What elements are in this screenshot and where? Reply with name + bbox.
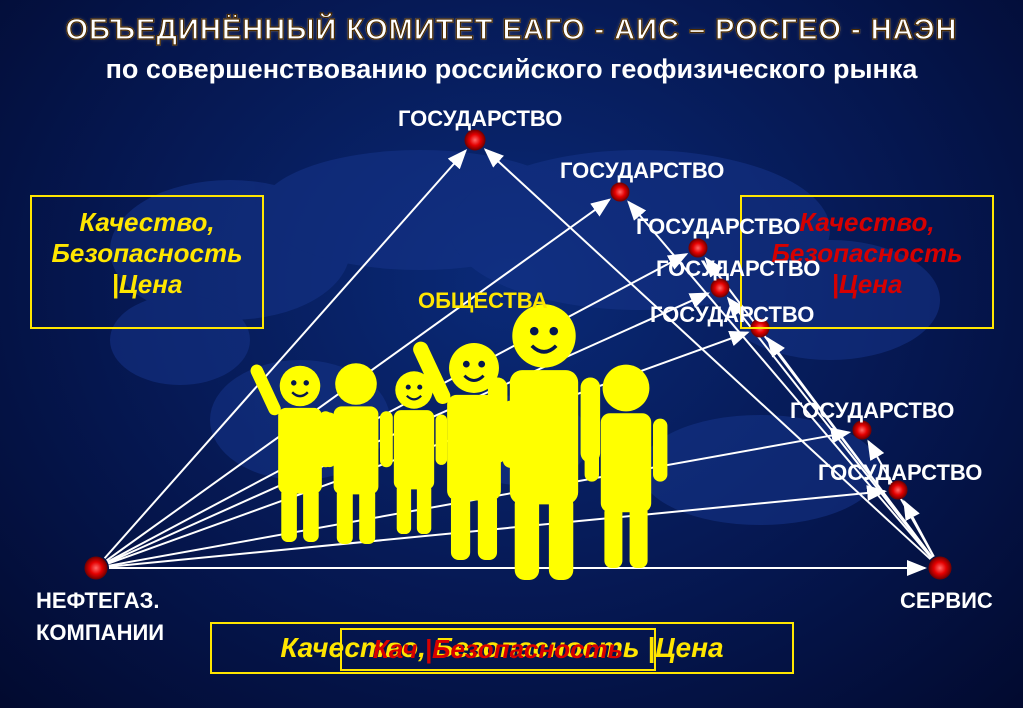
quality-box-left: Качество,Безопасность|Цена <box>30 195 264 329</box>
box-line: Безопасность <box>46 238 248 269</box>
diagram-label: ГОСУДАРСТВО <box>818 460 982 486</box>
diagram-label: ГОСУДАРСТВО <box>656 256 820 282</box>
diagram-label: ГОСУДАРСТВО <box>560 158 724 184</box>
person-icon <box>488 304 600 580</box>
graph-node <box>611 183 629 201</box>
edge-arrow <box>768 338 932 557</box>
slide-root: ОБЪЕДИНЁННЫЙ КОМИТЕТ ЕАГО - АИС – РОСГЕО… <box>0 0 1023 708</box>
graph-node <box>465 130 485 150</box>
quality-box-bottom-red: Кач |Безопасность <box>340 628 656 671</box>
box-line: Качество, <box>46 207 248 238</box>
graph-node <box>85 557 107 579</box>
diagram-label: СЕРВИС <box>900 588 993 614</box>
diagram-label: НЕФТЕГАЗ. <box>36 588 159 614</box>
diagram-label: ГОСУДАРСТВО <box>398 106 562 132</box>
diagram-label: КОМПАНИИ <box>36 620 164 646</box>
diagram-label: ОБЩЕСТВА <box>418 288 547 314</box>
diagram-label: ГОСУДАРСТВО <box>650 302 814 328</box>
graph-node <box>689 239 707 257</box>
box-line: |Цена <box>46 269 248 300</box>
diagram-label: ГОСУДАРСТВО <box>636 214 800 240</box>
graph-node <box>929 557 951 579</box>
diagram-label: ГОСУДАРСТВО <box>790 398 954 424</box>
